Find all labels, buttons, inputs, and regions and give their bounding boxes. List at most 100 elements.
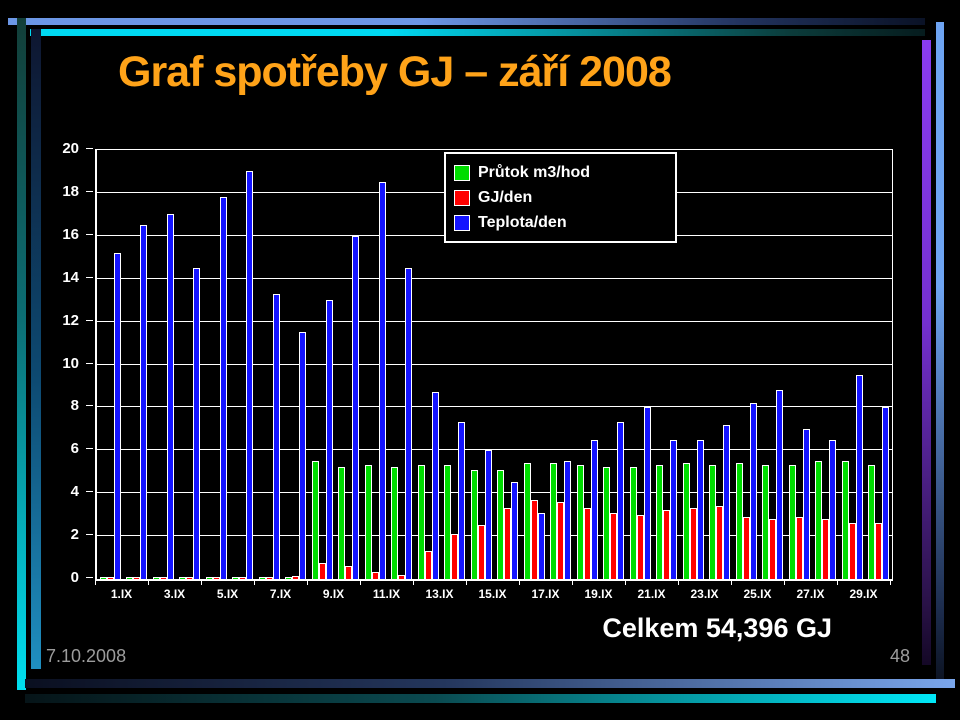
bar xyxy=(99,576,107,579)
bar-group xyxy=(601,150,628,579)
page-number: 48 xyxy=(889,646,910,666)
x-axis-label: 3.IX xyxy=(163,587,186,601)
bar xyxy=(682,463,690,579)
bar xyxy=(762,465,770,579)
bar xyxy=(391,467,399,579)
bar xyxy=(292,575,300,579)
bar xyxy=(205,576,213,579)
bar xyxy=(232,576,240,579)
bar xyxy=(663,510,671,579)
x-axis-tick xyxy=(837,579,838,585)
y-axis-tick xyxy=(86,148,93,149)
x-axis-label: 25.IX xyxy=(743,587,772,601)
x-axis-tick xyxy=(625,579,626,585)
chart-legend: Průtok m3/hod GJ/den Teplota/den xyxy=(444,152,677,243)
x-axis-tick xyxy=(890,579,891,585)
bar xyxy=(126,576,134,579)
legend-label: Průtok m3/hod xyxy=(478,163,591,181)
bars xyxy=(97,150,892,579)
bar-group xyxy=(442,150,469,579)
bar-group xyxy=(839,150,866,579)
y-axis-tick xyxy=(86,319,93,321)
bar xyxy=(325,300,333,579)
x-axis-tick xyxy=(201,579,202,585)
bar-group xyxy=(283,150,310,579)
bar xyxy=(788,465,796,579)
x-axis-tick xyxy=(95,579,96,585)
bar-group xyxy=(866,150,893,579)
bar xyxy=(364,465,372,579)
y-axis-label: 18 xyxy=(62,182,79,200)
bar xyxy=(795,516,803,579)
bar xyxy=(537,512,545,579)
footer-date: 7.10.2008 xyxy=(46,646,127,666)
bar xyxy=(311,461,319,579)
y-axis-tick xyxy=(86,362,93,364)
bar xyxy=(477,525,485,579)
bar xyxy=(564,461,572,579)
bar-group xyxy=(256,150,283,579)
bar-group xyxy=(786,150,813,579)
bar xyxy=(431,392,439,579)
bar xyxy=(186,576,194,579)
bar-group xyxy=(495,150,522,579)
bar xyxy=(530,499,538,579)
slide-title: Graf spotřeby GJ – září 2008 xyxy=(118,48,672,96)
legend-row: Průtok m3/hod xyxy=(454,160,667,185)
bar xyxy=(451,533,459,579)
legend-swatch-green xyxy=(454,164,470,181)
bar xyxy=(802,428,810,579)
y-axis-tick xyxy=(86,577,93,578)
bar xyxy=(590,439,598,579)
x-axis-tick xyxy=(678,579,679,585)
bar xyxy=(822,518,830,579)
x-axis-label: 5.IX xyxy=(216,587,239,601)
frame-top-blue-bar xyxy=(8,18,925,25)
bar-group xyxy=(309,150,336,579)
y-axis-tick xyxy=(86,276,93,278)
frame-left-outer-bar xyxy=(17,18,26,690)
bar-group xyxy=(654,150,681,579)
frame-right-purple-bar xyxy=(922,40,931,665)
legend-row: Teplota/den xyxy=(454,210,667,235)
frame-bottom-cyan-bar xyxy=(25,694,936,703)
bar xyxy=(643,407,651,579)
bar-group xyxy=(203,150,230,579)
bar xyxy=(610,512,618,579)
bar xyxy=(179,576,187,579)
bar xyxy=(504,508,512,579)
bar xyxy=(868,465,876,579)
bar xyxy=(497,469,505,579)
bar xyxy=(636,514,644,579)
bar-group xyxy=(177,150,204,579)
bar xyxy=(670,439,678,579)
frame-left-inner-bar xyxy=(31,29,41,669)
bar xyxy=(371,571,379,579)
x-axis-label: 9.IX xyxy=(322,587,345,601)
y-axis-tick xyxy=(86,233,93,235)
bar xyxy=(735,463,743,579)
x-axis-tick xyxy=(466,579,467,585)
y-axis-label: 2 xyxy=(70,526,79,544)
bar xyxy=(576,465,584,579)
x-axis-tick xyxy=(413,579,414,585)
bar xyxy=(882,407,890,579)
bar xyxy=(855,375,863,579)
bar xyxy=(723,424,731,579)
frame-bottom-blue-bar xyxy=(25,679,955,688)
bar xyxy=(113,252,121,579)
bar xyxy=(444,465,452,579)
bar xyxy=(689,508,697,579)
bar xyxy=(656,465,664,579)
bar xyxy=(583,508,591,579)
bar xyxy=(299,332,307,579)
x-axis-label: 17.IX xyxy=(531,587,560,601)
y-axis-tick xyxy=(86,448,93,450)
bar xyxy=(848,523,856,579)
x-axis: 1.IX 3.IX 5.IX 7.IX 9.IX 11.IX 13.IX 15.IX 17.IX… xyxy=(95,579,891,605)
legend-row: GJ/den xyxy=(454,185,667,210)
bar xyxy=(458,422,466,579)
x-axis-label: 13.IX xyxy=(425,587,454,601)
bar xyxy=(285,576,293,579)
